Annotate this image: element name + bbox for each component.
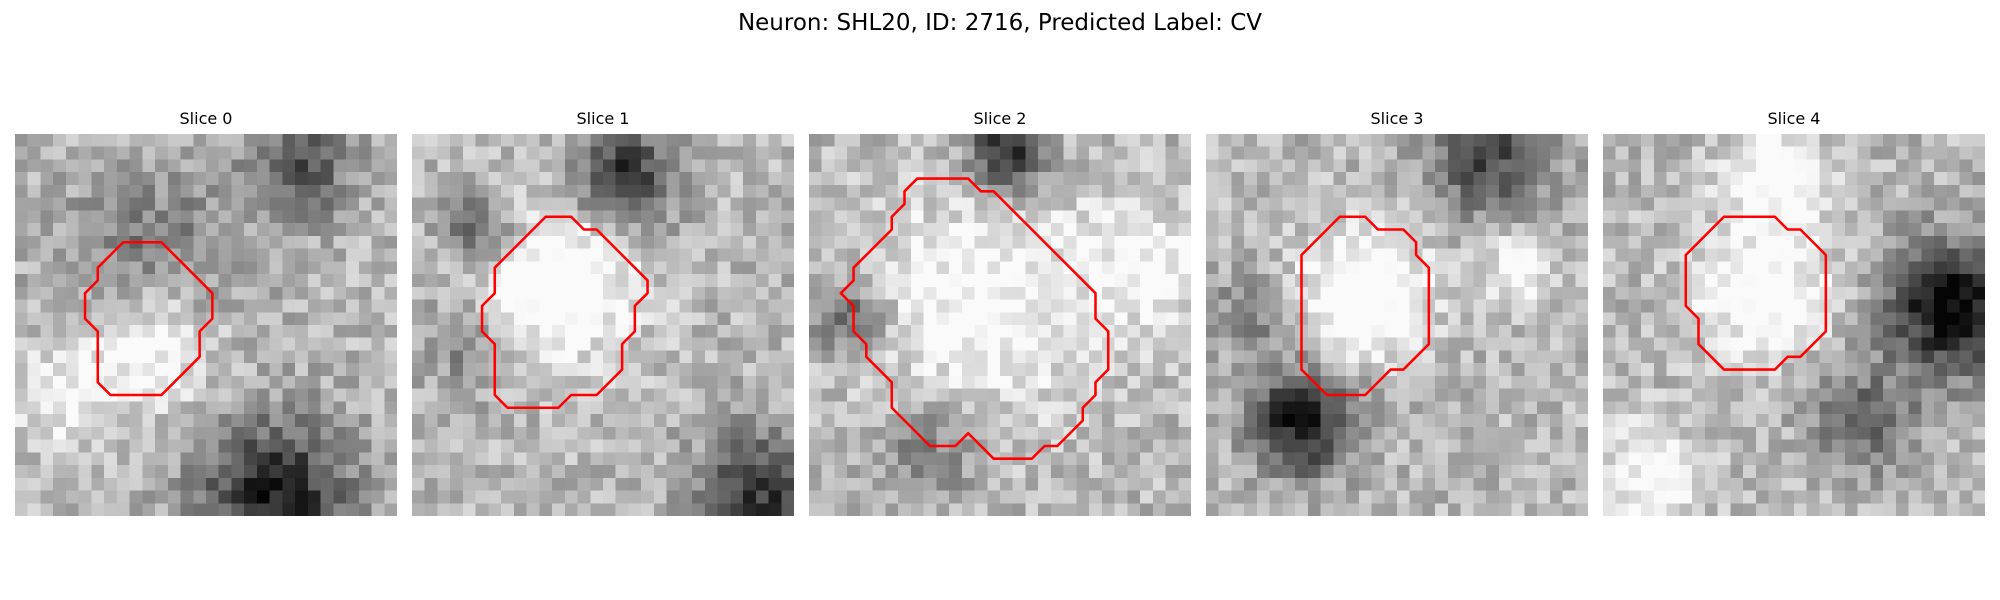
figure-title: Neuron: SHL20, ID: 2716, Predicted Label… [737, 10, 1263, 36]
slice-title: Slice 4 [1767, 109, 1821, 128]
slice-title: Slice 0 [179, 109, 233, 128]
pixel-grid [15, 134, 397, 516]
soma-outline [839, 177, 1110, 460]
soma-outline [1684, 215, 1828, 371]
pixel-grid [809, 134, 1191, 516]
pixel-grid [1206, 134, 1588, 516]
slice-panel-0: Slice 0 [15, 109, 397, 516]
soma-outline [1300, 215, 1431, 397]
slice-image [1603, 134, 1985, 516]
slice-panel-3: Slice 3 [1206, 109, 1588, 516]
slice-image [809, 134, 1191, 516]
soma-outline [83, 240, 214, 397]
pixel-grid [1603, 134, 1985, 516]
slice-title: Slice 2 [973, 109, 1027, 128]
slice-panel-2: Slice 2 [809, 109, 1191, 516]
slice-title: Slice 1 [576, 109, 630, 128]
slice-image [412, 134, 794, 516]
slice-image [15, 134, 397, 516]
slice-image [1206, 134, 1588, 516]
slice-title: Slice 3 [1370, 109, 1424, 128]
soma-outline [480, 215, 649, 410]
slice-panel-1: Slice 1 [412, 109, 794, 516]
pixel-grid [412, 134, 794, 516]
slice-panel-4: Slice 4 [1603, 109, 1985, 516]
